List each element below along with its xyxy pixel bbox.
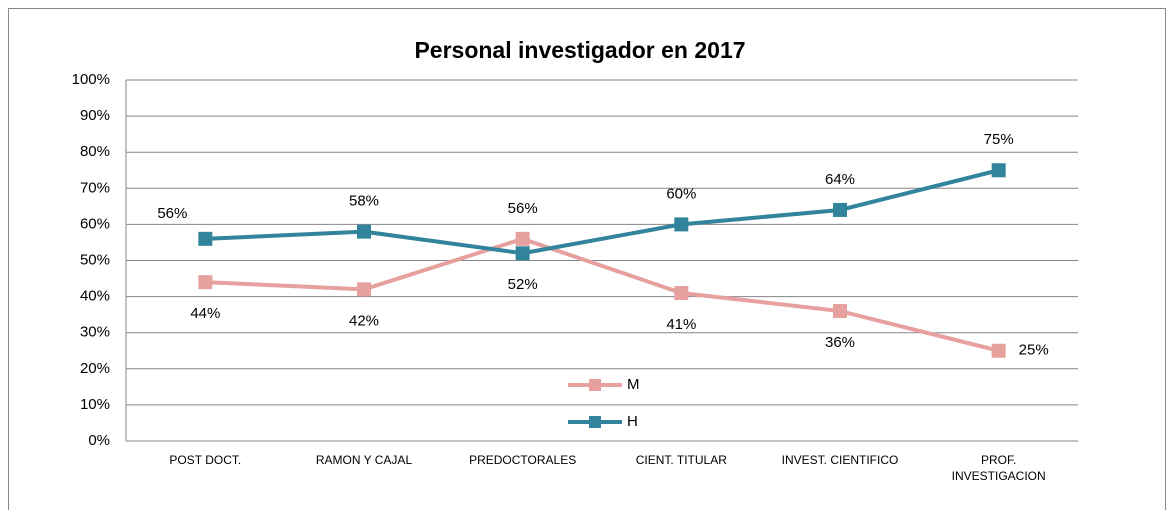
marker — [198, 231, 213, 246]
marker — [357, 224, 371, 239]
marker — [357, 282, 371, 297]
x-tick-label: PROF. INVESTIGACION — [952, 453, 1046, 483]
marker — [674, 285, 689, 300]
marker — [515, 231, 530, 246]
x-tick-label: PREDOCTORALES — [469, 453, 576, 467]
marker — [674, 217, 689, 232]
x-tick-label-line: PROF. — [981, 453, 1016, 467]
y-tick-label: 30% — [80, 324, 110, 341]
data-label: 25% — [1019, 342, 1049, 359]
marker — [198, 275, 213, 290]
data-label: 52% — [508, 276, 538, 293]
y-tick-label: 0% — [88, 432, 110, 449]
marker — [833, 304, 847, 319]
legend-marker — [589, 379, 601, 391]
x-tick-label-line: INVESTIGACION — [952, 469, 1046, 483]
chart-title: Personal investigador en 2017 — [414, 37, 745, 63]
data-label: 58% — [349, 193, 379, 210]
y-tick-label: 60% — [80, 215, 110, 232]
x-tick-label: RAMON Y CAJAL — [316, 453, 413, 467]
data-label: 64% — [825, 171, 855, 188]
marker — [991, 343, 1006, 358]
data-label: 75% — [984, 131, 1014, 148]
y-tick-label: 70% — [80, 179, 110, 196]
y-tick-label: 100% — [72, 71, 110, 88]
marker — [833, 202, 847, 217]
x-tick-label: INVEST. CIENTIFICO — [782, 453, 899, 467]
series-line — [205, 236, 1000, 353]
x-tick-label: CIENT. TITULAR — [636, 453, 727, 467]
data-label: 42% — [349, 312, 379, 329]
y-tick-label: 20% — [80, 360, 110, 377]
legend-marker — [589, 416, 601, 428]
data-label: 56% — [157, 205, 187, 222]
y-tick-label: 90% — [80, 107, 110, 124]
y-tick-label: 40% — [80, 288, 110, 305]
x-tick-label: POST DOCT. — [169, 453, 241, 467]
y-tick-label: 80% — [80, 143, 110, 160]
y-tick-label: 10% — [80, 396, 110, 413]
data-label: 56% — [508, 200, 538, 217]
data-label: 36% — [825, 334, 855, 351]
series-line — [205, 168, 1000, 256]
legend-label: H — [627, 413, 638, 430]
data-label: 41% — [666, 316, 696, 333]
legend-label: M — [627, 376, 640, 393]
marker — [515, 246, 530, 261]
marker — [991, 163, 1006, 178]
data-label: 60% — [666, 185, 696, 202]
y-tick-label: 50% — [80, 251, 110, 268]
data-label: 44% — [190, 305, 220, 322]
